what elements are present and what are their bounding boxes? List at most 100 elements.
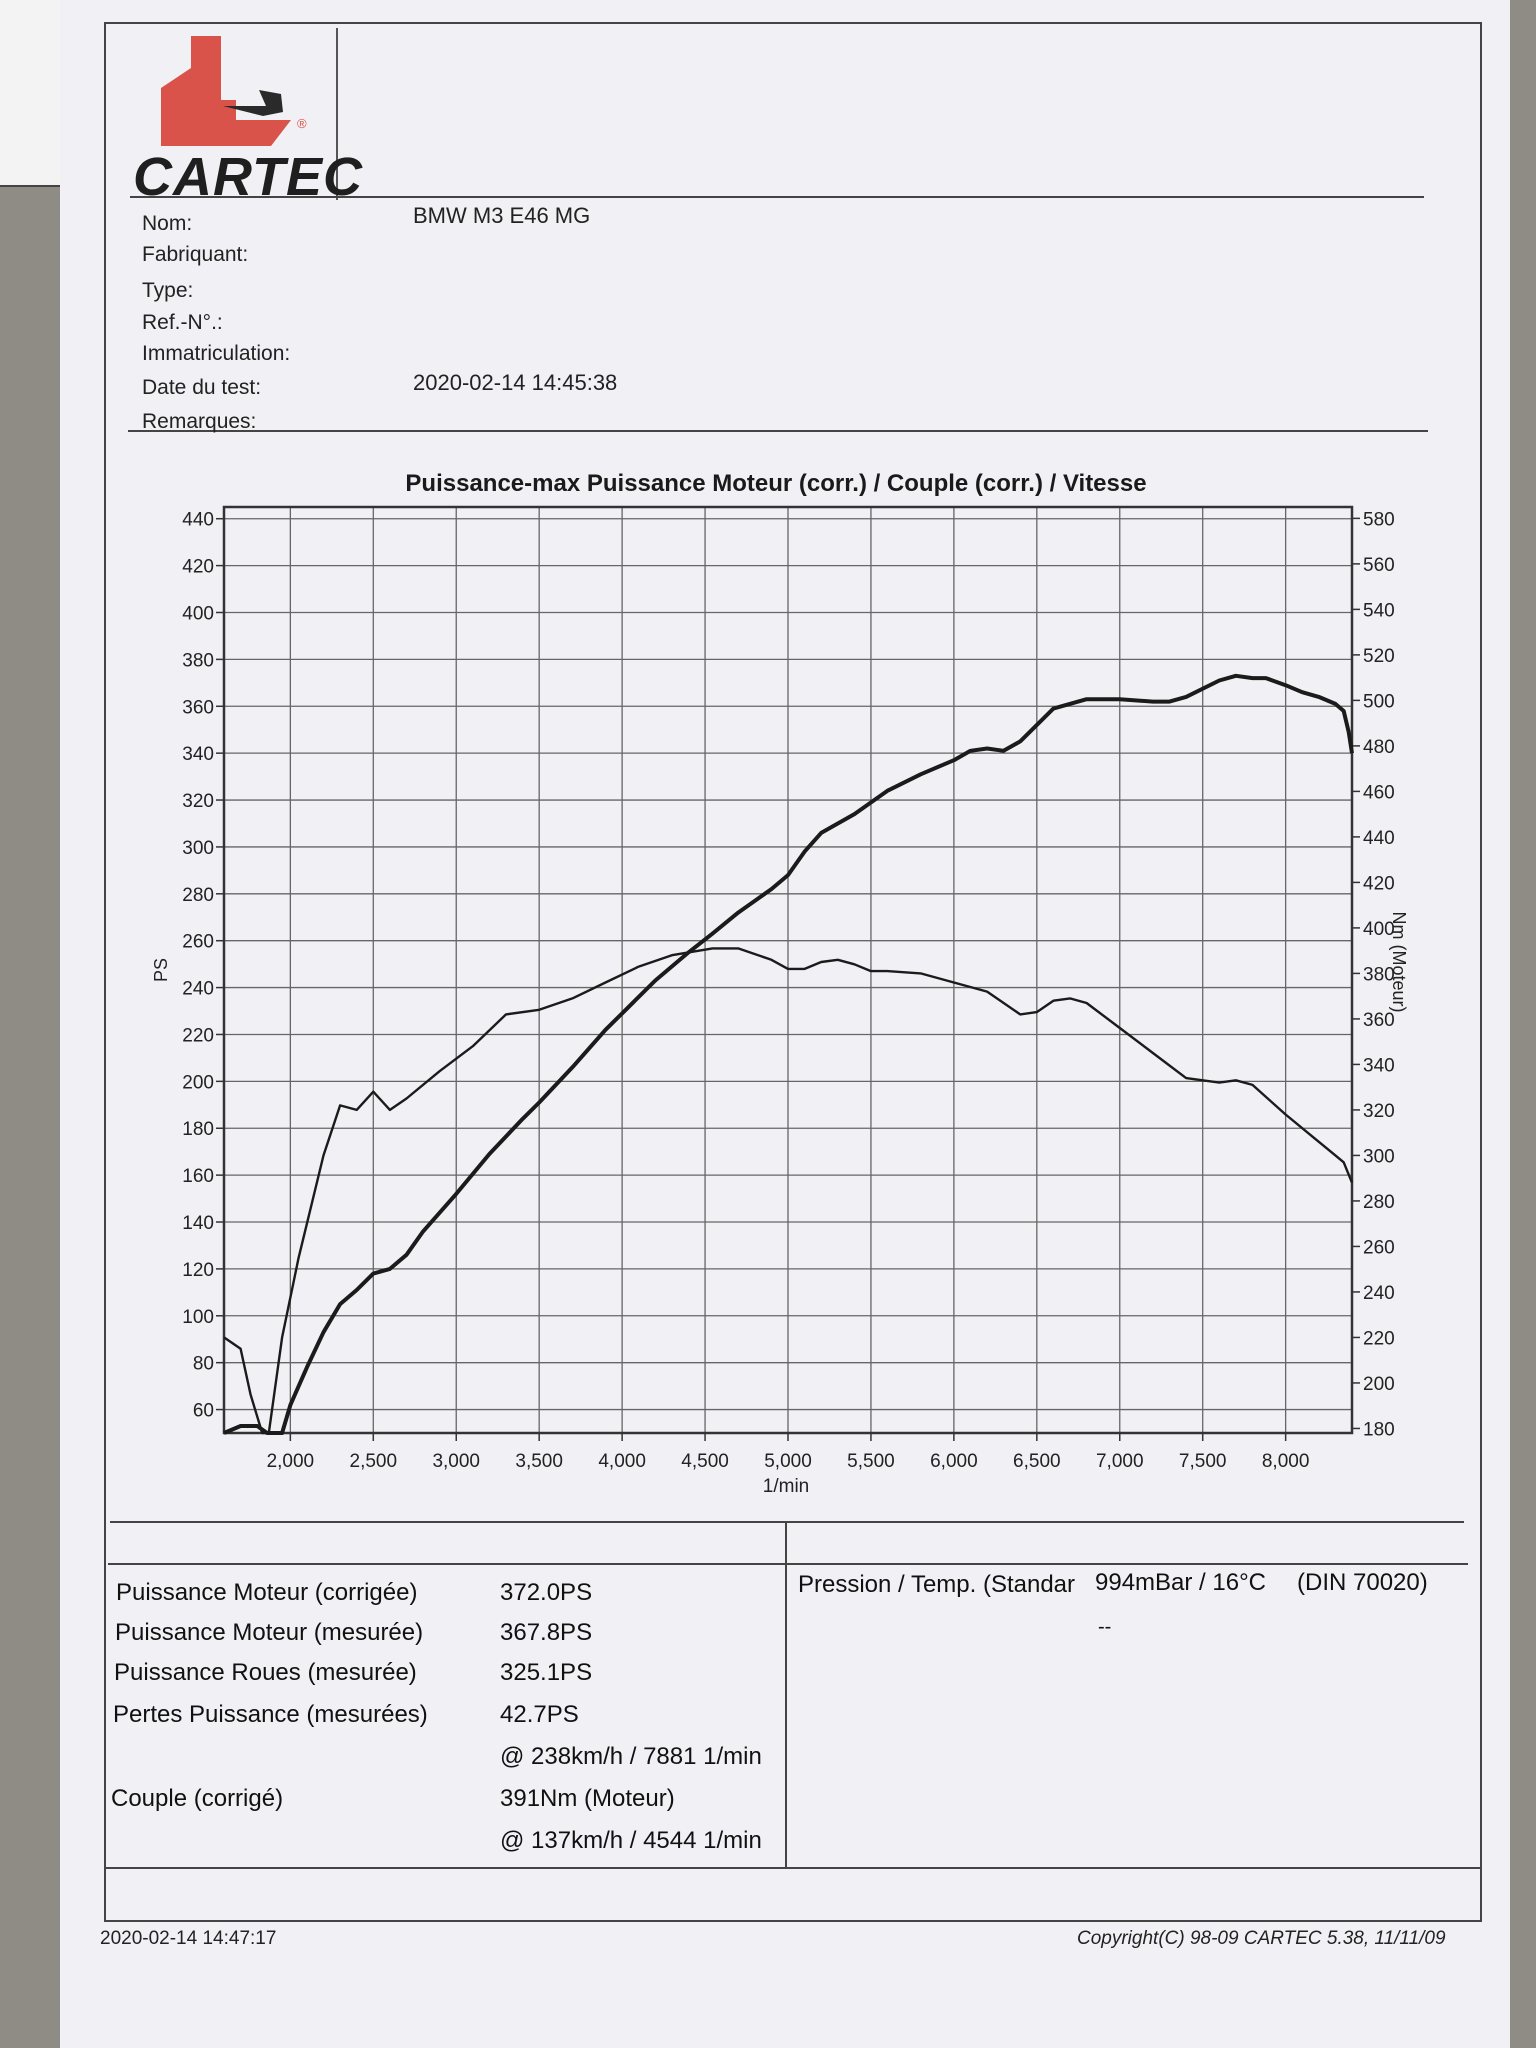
y2-tick-label: 220 [1363, 1328, 1395, 1349]
y2-tick-label: 580 [1363, 509, 1395, 530]
x-tick-label: 2,500 [350, 1451, 398, 1472]
y-tick-label: 80 [193, 1354, 214, 1375]
y2-tick-label: 480 [1363, 737, 1395, 758]
result-label-torque: Couple (corrigé) [111, 1785, 284, 1812]
y-tick-label: 100 [182, 1307, 214, 1328]
field-value-nom: BMW M3 E46 MG [413, 203, 591, 228]
x-axis-ticks: 2,000 2,500 3,000 3,500 4,000 4,500 5,000 5,500… [267, 1433, 1310, 1472]
y-tick-label: 340 [182, 744, 214, 765]
x-tick-label: 6,500 [1013, 1451, 1061, 1472]
result-label-loss-power: Pertes Puissance (mesurées) [113, 1701, 428, 1728]
print-timestamp: 2020-02-14 14:47:17 [100, 1928, 277, 1949]
y-tick-label: 140 [182, 1213, 214, 1234]
y-axis-ticks: 60 80 100 120 140 160 180 200 220 240 260 280 300 320… [182, 510, 224, 1422]
field-value-date: 2020-02-14 14:45:38 [413, 370, 618, 395]
info-divider [128, 430, 1428, 432]
x-tick-label: 3,500 [515, 1451, 563, 1472]
table-header-line [108, 1563, 1468, 1565]
field-label-remarques: Remarques: [142, 410, 257, 433]
y-tick-label: 400 [182, 603, 214, 624]
x-tick-label: 2,000 [267, 1451, 315, 1472]
result-label-corr-power: Puissance Moteur (corrigée) [116, 1579, 418, 1606]
x-tick-label: 5,000 [764, 1451, 812, 1472]
x-tick-label: 3,000 [432, 1451, 480, 1472]
chart-series [223, 673, 1354, 1435]
result-label-wheel-power: Puissance Roues (mesurée) [114, 1659, 417, 1686]
field-label-type: Type: [142, 279, 194, 302]
x-tick-label: 4,500 [681, 1451, 729, 1472]
y-tick-label: 240 [182, 979, 214, 1000]
x-axis-label: 1/min [763, 1476, 809, 1497]
x-tick-label: 5,500 [847, 1451, 895, 1472]
table-top-line [110, 1521, 1464, 1523]
table-bottom-line [104, 1867, 1482, 1869]
conditions-value: 994mBar / 16°C [1095, 1569, 1267, 1596]
power-curve [223, 673, 1354, 1435]
y-tick-label: 200 [182, 1072, 214, 1093]
y-tick-label: 440 [182, 510, 214, 531]
dyno-chart: Puissance-max Puissance Moteur (corr.) /… [151, 470, 1409, 1497]
y2-tick-label: 180 [1363, 1419, 1395, 1440]
y2-tick-label: 200 [1363, 1374, 1395, 1395]
y-tick-label: 380 [182, 650, 214, 671]
y2-tick-label: 380 [1363, 964, 1395, 985]
result-value-power-at: @ 238km/h / 7881 1/min [500, 1743, 762, 1770]
x-tick-label: 7,000 [1096, 1451, 1144, 1472]
y2-tick-label: 420 [1363, 873, 1395, 894]
field-label-immatriculation: Immatriculation: [142, 342, 291, 365]
y2-axis-ticks: 180 200 220 240 260 280 300 320 340 360 380 400 420 4… [1352, 509, 1395, 1440]
y-tick-label: 160 [182, 1166, 214, 1187]
result-value-torque-at: @ 137km/h / 4544 1/min [500, 1827, 762, 1854]
field-label-fabriquant: Fabriquant: [142, 243, 249, 266]
y-tick-label: 180 [182, 1119, 214, 1140]
y2-tick-label: 260 [1363, 1237, 1395, 1258]
y2-tick-label: 320 [1363, 1101, 1395, 1122]
y2-tick-label: 440 [1363, 828, 1395, 849]
copyright-note: Copyright(C) 98-09 CARTEC 5.38, 11/11/09 [1077, 1928, 1446, 1949]
y-tick-label: 300 [182, 838, 214, 859]
y-axis-label: PS [151, 958, 171, 982]
field-label-nom: Nom: [142, 212, 193, 235]
field-label-ref: Ref.-N°.: [142, 311, 223, 334]
cartec-logo-mark: ® [161, 36, 307, 146]
header-divider [130, 196, 1424, 198]
x-tick-label: 4,000 [598, 1451, 646, 1472]
report-frame [104, 22, 1482, 1922]
y2-tick-label: 300 [1363, 1146, 1395, 1167]
result-label-meas-power: Puissance Moteur (mesurée) [115, 1619, 424, 1646]
y-tick-label: 220 [182, 1025, 214, 1046]
table-column-divider [785, 1521, 787, 1869]
y-tick-label: 360 [182, 697, 214, 718]
y2-tick-label: 360 [1363, 1010, 1395, 1031]
y2-tick-label: 500 [1363, 691, 1395, 712]
y-tick-label: 60 [193, 1401, 214, 1422]
x-tick-label: 7,500 [1179, 1451, 1227, 1472]
result-value-corr-power: 372.0PS [500, 1579, 593, 1606]
y-tick-label: 280 [182, 885, 214, 906]
y2-tick-label: 520 [1363, 646, 1395, 667]
y-tick-label: 120 [182, 1260, 214, 1281]
y2-tick-label: 560 [1363, 555, 1395, 576]
chart-title: Puissance-max Puissance Moteur (corr.) /… [405, 470, 1146, 497]
y-tick-label: 420 [182, 557, 214, 578]
y2-tick-label: 400 [1363, 919, 1395, 940]
y2-tick-label: 240 [1363, 1283, 1395, 1304]
y2-tick-label: 280 [1363, 1192, 1395, 1213]
y2-tick-label: 460 [1363, 782, 1395, 803]
result-value-meas-power: 367.8PS [500, 1619, 593, 1646]
torque-curve [223, 947, 1354, 1435]
y-tick-label: 260 [182, 932, 214, 953]
conditions-extra: -- [1098, 1616, 1112, 1638]
svg-text:®: ® [297, 116, 307, 131]
field-label-date: Date du test: [142, 376, 262, 399]
y2-tick-label: 540 [1363, 600, 1395, 621]
y2-axis-label: Nm (Moteur) [1389, 911, 1409, 1012]
result-value-torque: 391Nm (Moteur) [500, 1785, 675, 1812]
result-value-wheel-power: 325.1PS [500, 1659, 593, 1686]
result-value-loss-power: 42.7PS [500, 1701, 579, 1728]
x-tick-label: 8,000 [1262, 1451, 1310, 1472]
y-tick-label: 320 [182, 791, 214, 812]
conditions-label: Pression / Temp. (Standar [798, 1571, 1076, 1598]
y2-tick-label: 340 [1363, 1055, 1395, 1076]
x-tick-label: 6,000 [930, 1451, 978, 1472]
